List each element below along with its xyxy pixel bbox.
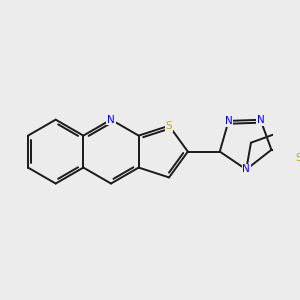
Text: N: N [242,164,250,175]
Text: N: N [107,115,115,125]
Text: S: S [166,121,172,131]
Text: S: S [296,153,300,163]
Text: N: N [225,116,232,126]
Text: N: N [256,115,264,125]
